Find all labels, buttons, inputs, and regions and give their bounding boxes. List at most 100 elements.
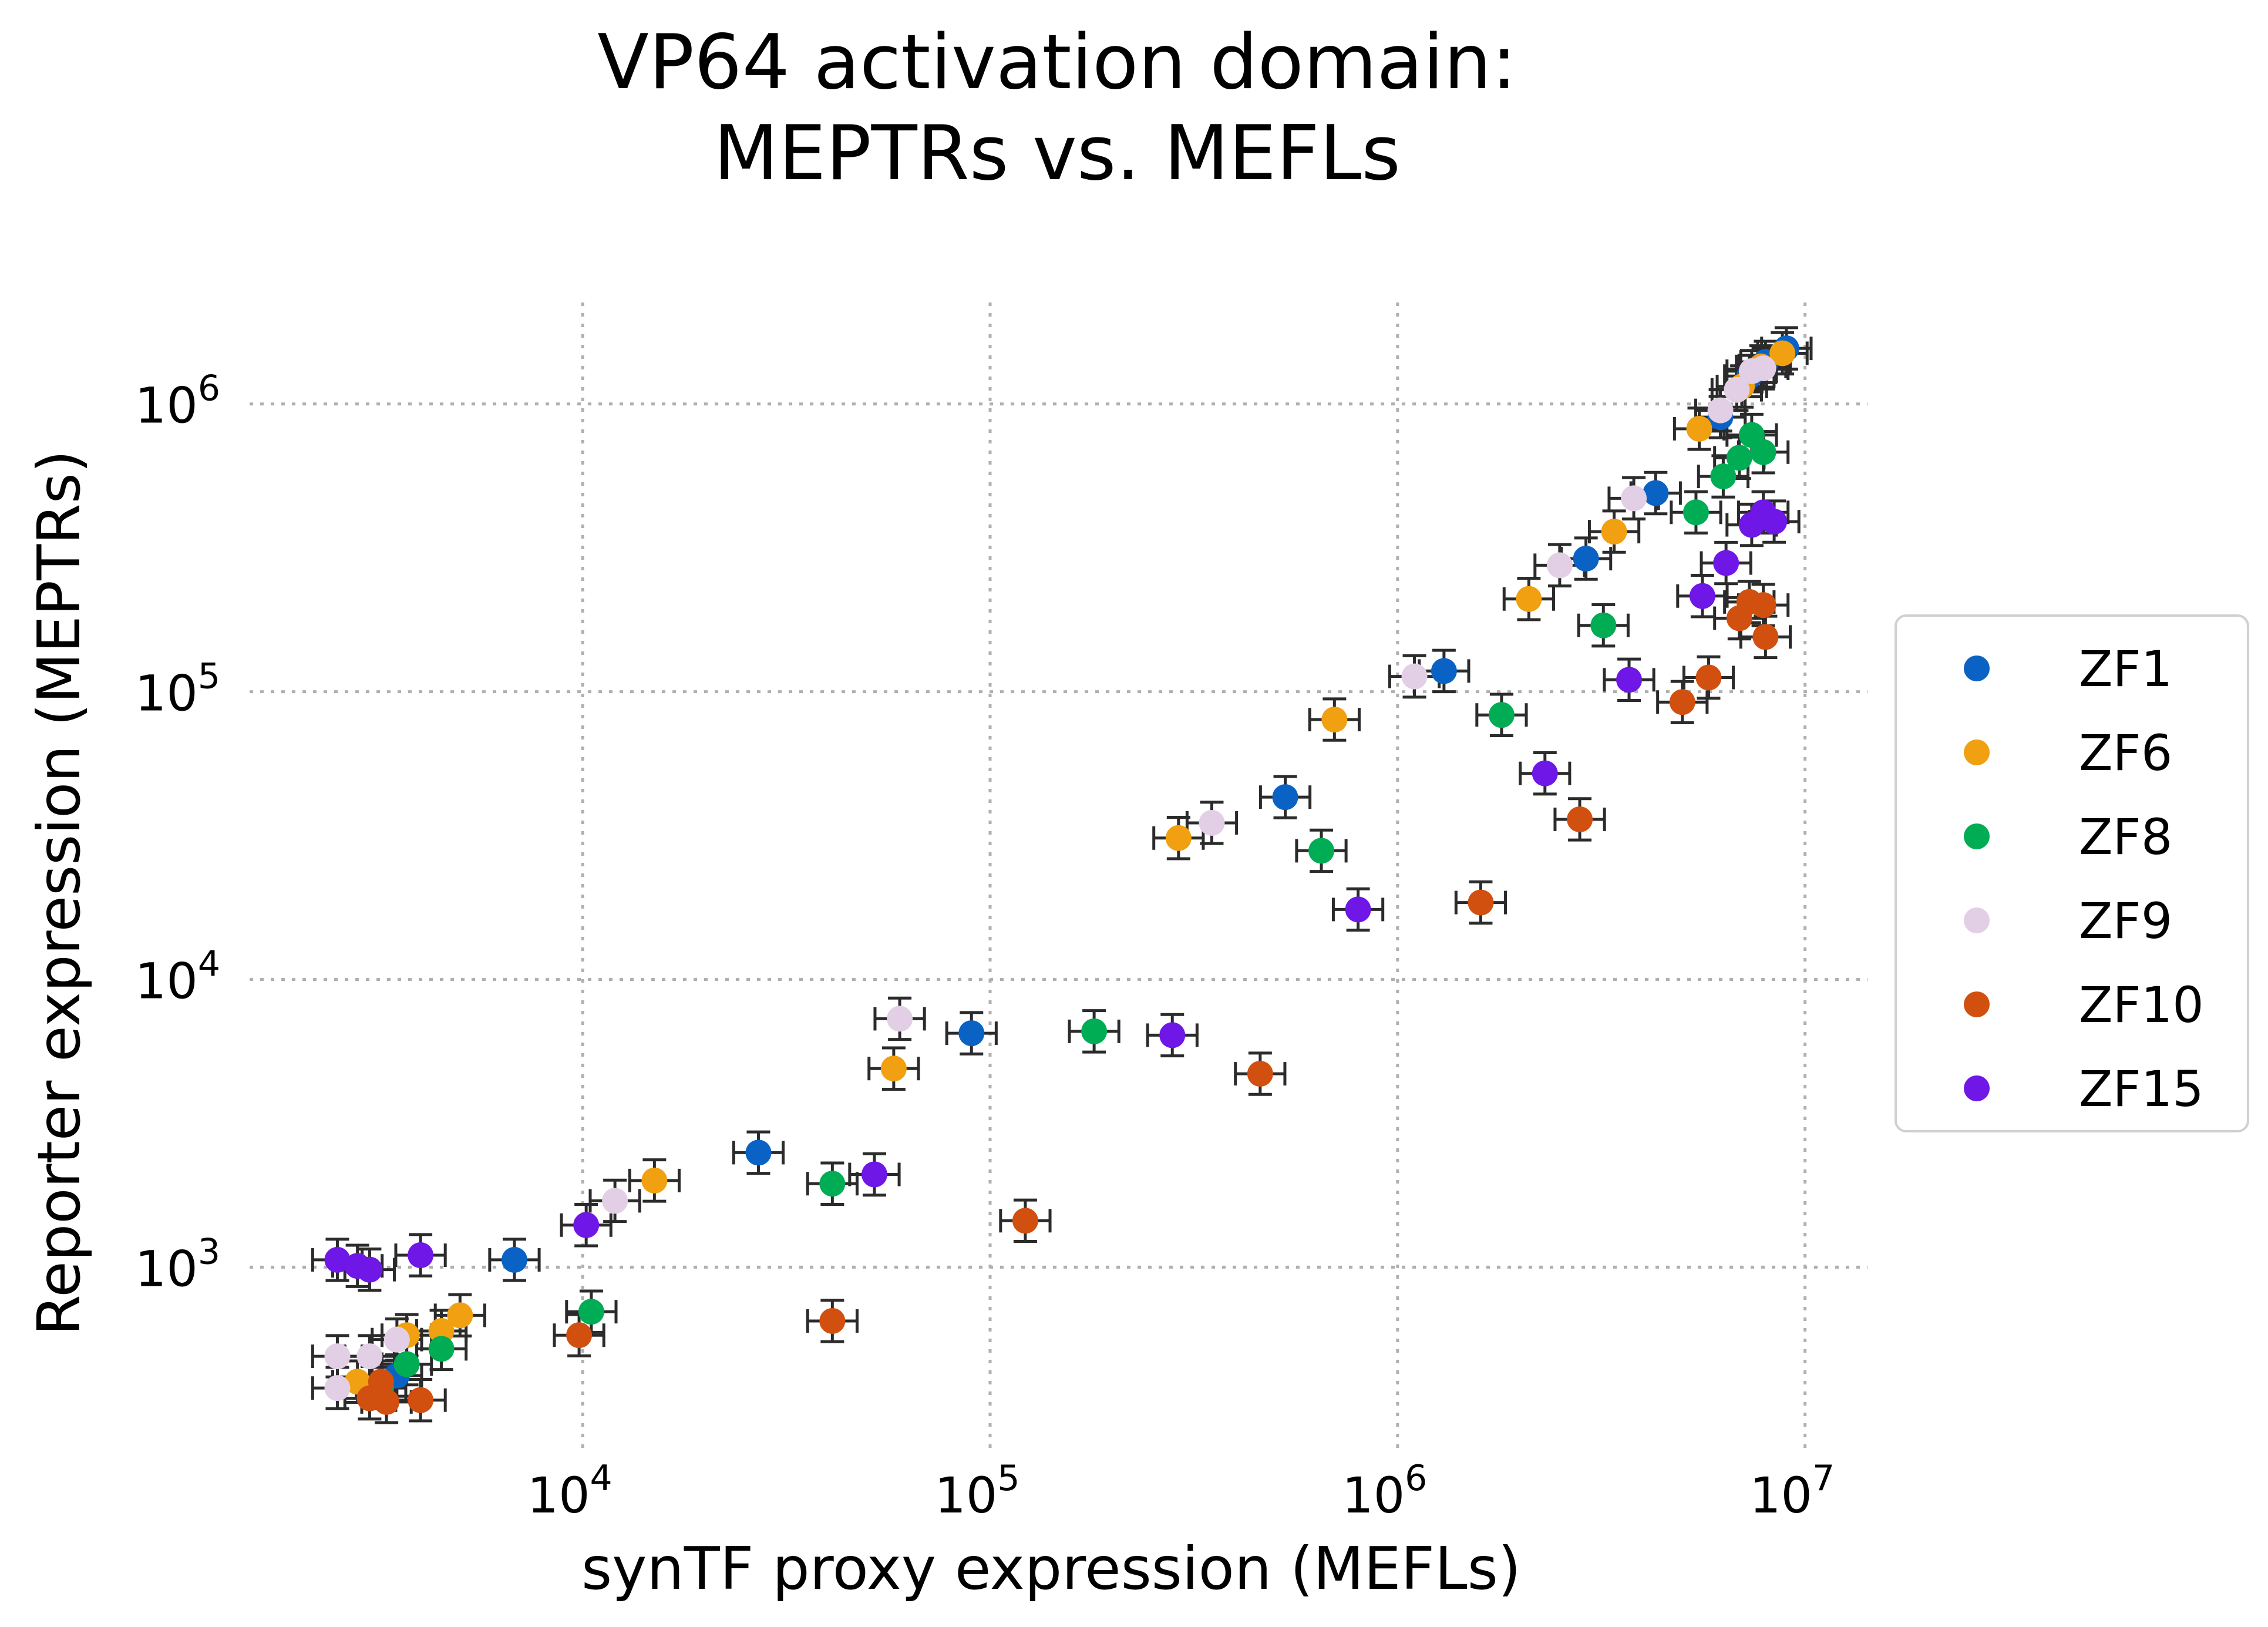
legend-label-zf10: ZF10 (2079, 976, 2204, 1034)
legend: ZF1 ZF6 ZF8 ZF9 ZF10 ZF15 (1895, 614, 2249, 1132)
y-tick-label: 104 (135, 943, 220, 1010)
data-point-zf9 (1750, 355, 1776, 382)
data-point-zf15 (1761, 509, 1788, 535)
chart-title-line-1: VP64 activation domain: (597, 19, 1516, 106)
error-bar (1475, 693, 1528, 737)
data-point-zf9 (887, 1006, 913, 1032)
data-point-zf10 (1695, 664, 1722, 691)
x-tick-label: 105 (934, 1458, 1019, 1524)
x-tick-label: 106 (1342, 1458, 1427, 1524)
legend-marker-zf10 (1964, 991, 1990, 1017)
data-point-zf6 (1769, 340, 1796, 367)
data-point-zf6 (447, 1302, 473, 1329)
data-point-zf6 (641, 1167, 668, 1194)
data-point-zf8 (819, 1171, 846, 1197)
data-point-zf9 (1546, 552, 1573, 579)
data-point-zf10 (1750, 592, 1776, 618)
data-points (324, 335, 1799, 1415)
data-point-zf15 (408, 1242, 434, 1269)
data-point-zf1 (958, 1020, 985, 1047)
x-axis-ticks: 104 105 106 107 (527, 1458, 1835, 1524)
data-point-zf9 (356, 1343, 383, 1370)
error-bars (311, 326, 1813, 1424)
legend-marker-zf15 (1964, 1075, 1990, 1101)
data-point-zf8 (1683, 499, 1709, 526)
data-point-zf15 (1159, 1022, 1186, 1048)
error-bar (1454, 880, 1507, 925)
data-point-zf1 (501, 1246, 527, 1273)
data-point-zf6 (1601, 519, 1627, 545)
y-tick-label: 106 (135, 368, 220, 435)
data-point-zf8 (1750, 439, 1776, 465)
y-tick-label: 103 (135, 1231, 220, 1297)
data-point-zf8 (393, 1351, 420, 1377)
data-point-zf9 (1621, 485, 1647, 512)
data-point-zf9 (1707, 397, 1734, 423)
data-point-zf8 (1488, 702, 1515, 728)
y-axis-ticks: 103 104 105 106 (135, 368, 220, 1298)
error-bar (1656, 680, 1709, 725)
data-point-zf15 (1616, 667, 1643, 693)
data-point-zf10 (1012, 1208, 1038, 1234)
data-point-zf9 (324, 1375, 351, 1401)
data-point-zf10 (1247, 1061, 1273, 1087)
data-point-zf10 (1468, 889, 1494, 916)
data-point-zf1 (1573, 546, 1599, 572)
data-point-zf10 (819, 1307, 846, 1334)
data-point-zf8 (1308, 838, 1335, 864)
data-point-zf8 (1710, 463, 1737, 490)
data-point-zf10 (566, 1322, 593, 1349)
data-point-zf6 (1321, 707, 1348, 733)
data-point-zf15 (324, 1246, 351, 1273)
data-point-zf9 (602, 1188, 628, 1214)
data-point-zf15 (573, 1212, 600, 1238)
grid-lines (250, 302, 1867, 1451)
data-point-zf10 (1567, 806, 1593, 832)
data-point-zf8 (578, 1299, 604, 1325)
legend-label-zf1: ZF1 (2079, 640, 2172, 698)
error-bar (1146, 1013, 1199, 1058)
legend-label-zf8: ZF8 (2079, 808, 2172, 866)
error-bar (488, 1238, 541, 1282)
legend-label-zf9: ZF9 (2079, 892, 2172, 950)
data-point-zf10 (368, 1369, 394, 1395)
data-point-zf15 (861, 1161, 887, 1188)
data-point-zf1 (1272, 784, 1298, 811)
error-bar (1152, 816, 1205, 860)
data-point-zf10 (1669, 689, 1695, 715)
data-point-zf15 (1345, 896, 1371, 923)
data-point-zf1 (745, 1139, 772, 1166)
data-point-zf1 (1643, 480, 1669, 506)
data-point-zf9 (383, 1326, 410, 1353)
data-point-zf10 (408, 1387, 434, 1413)
data-point-zf8 (1081, 1018, 1108, 1044)
legend-marker-zf1 (1964, 655, 1990, 681)
x-tick-label: 107 (1749, 1458, 1835, 1524)
data-point-zf6 (1686, 415, 1712, 442)
data-point-zf9 (1199, 809, 1225, 836)
y-tick-label: 105 (135, 656, 220, 722)
data-point-zf9 (1724, 377, 1750, 403)
data-point-zf9 (324, 1343, 351, 1370)
x-axis-label: synTF proxy expression (MEFLs) (581, 1534, 1521, 1603)
legend-marker-zf6 (1964, 739, 1990, 765)
y-axis-label: Reporter expression (MEPTRs) (25, 450, 93, 1336)
data-point-zf9 (1401, 663, 1428, 690)
data-point-zf10 (1752, 624, 1779, 650)
data-point-zf1 (1431, 658, 1457, 684)
data-point-zf8 (1726, 445, 1752, 471)
legend-box (1895, 614, 2249, 1132)
data-point-zf6 (1165, 825, 1192, 851)
data-point-zf6 (428, 1318, 455, 1344)
data-point-zf8 (428, 1336, 455, 1362)
data-point-zf15 (356, 1256, 383, 1283)
error-bar (1603, 657, 1655, 702)
data-point-zf10 (373, 1389, 400, 1415)
data-point-zf6 (1516, 586, 1542, 612)
legend-label-zf6: ZF6 (2079, 724, 2172, 782)
data-point-zf6 (880, 1055, 907, 1082)
legend-label-zf15: ZF15 (2079, 1060, 2204, 1118)
legend-marker-zf9 (1964, 907, 1990, 933)
